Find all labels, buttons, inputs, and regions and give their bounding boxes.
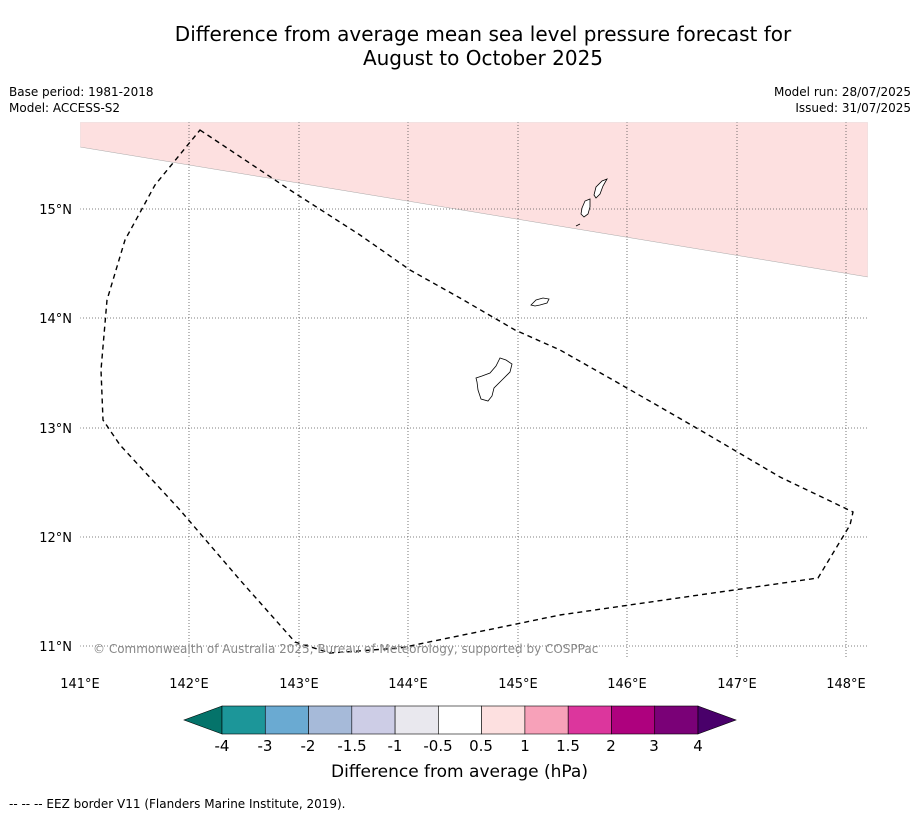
lat-label-13: 13°N	[39, 422, 72, 437]
cb-tick-7: 1	[520, 737, 530, 755]
map-frame	[79, 121, 869, 660]
lat-label-15: 15°N	[39, 203, 72, 218]
colorbar-segment	[264, 705, 309, 735]
meta-left: Base period: 1981-2018 Model: ACCESS-S2	[9, 84, 154, 116]
colorbar-segment	[394, 705, 439, 735]
lon-label-148: 148°E	[826, 677, 866, 692]
cb-tick-0: -4	[215, 737, 230, 755]
lon-label-143: 143°E	[279, 677, 319, 692]
island-guam	[475, 357, 513, 402]
meta-right: Model run: 28/07/2025 Issued: 31/07/2025	[774, 84, 911, 116]
colorbar-segment	[221, 705, 266, 735]
colorbar-extend-high	[697, 705, 737, 735]
colorbar-segment	[654, 705, 699, 735]
gridlines	[80, 122, 868, 659]
lon-label-147: 147°E	[717, 677, 757, 692]
cb-tick-1: -3	[258, 737, 273, 755]
title-line-1: Difference from average mean sea level p…	[174, 22, 792, 46]
island-aguijan	[575, 223, 581, 227]
footnote: -- -- -- EEZ border V11 (Flanders Marine…	[9, 797, 346, 811]
copyright-notice: © Commonwealth of Australia 2025, Bureau…	[93, 642, 598, 656]
cb-tick-4: -1	[388, 737, 403, 755]
longitude-labels: 141°E 142°E 143°E 144°E 145°E 146°E 147°…	[60, 677, 866, 692]
lat-label-11: 11°N	[39, 640, 72, 655]
cb-tick-11: 4	[693, 737, 703, 755]
map-title: Difference from average mean sea level p…	[0, 22, 919, 70]
colorbar-segment	[567, 705, 612, 735]
model-name: Model: ACCESS-S2	[9, 101, 121, 115]
model-run: Model run: 28/07/2025	[773, 85, 911, 99]
lon-label-142: 142°E	[169, 677, 209, 692]
colorbar-segment	[438, 705, 482, 735]
lon-label-146: 146°E	[607, 677, 647, 692]
colorbar	[183, 705, 737, 735]
cb-tick-3: -1.5	[337, 737, 366, 755]
lon-label-144: 144°E	[388, 677, 428, 692]
lon-label-145: 145°E	[498, 677, 538, 692]
island-rota	[530, 297, 550, 307]
island-saipan	[593, 178, 608, 199]
colorbar-label: Difference from average (hPa)	[331, 762, 588, 782]
colorbar-segment	[524, 705, 569, 735]
lon-label-141: 141°E	[60, 677, 100, 692]
colorbar-extend-low	[183, 705, 223, 735]
lat-label-14: 14°N	[39, 312, 72, 327]
cb-tick-6: 0.5	[469, 737, 493, 755]
map-area	[80, 122, 868, 659]
cb-tick-9: 2	[606, 737, 616, 755]
cb-tick-5: -0.5	[423, 737, 452, 755]
cb-tick-8: 1.5	[556, 737, 580, 755]
colorbar-segment	[611, 705, 656, 735]
island-tinian	[580, 198, 591, 218]
islands	[475, 178, 608, 402]
pressure-anomaly-region	[80, 122, 868, 278]
lat-label-12: 12°N	[39, 531, 72, 546]
colorbar-segment	[308, 705, 353, 735]
base-period: Base period: 1981-2018	[9, 85, 154, 99]
issued-date: Issued: 31/07/2025	[795, 101, 911, 115]
eez-border	[100, 129, 854, 654]
latitude-labels: 15°N 14°N 13°N 12°N 11°N	[39, 203, 72, 655]
title-line-2: August to October 2025	[362, 46, 604, 70]
colorbar-tick-labels: -4 -3 -2 -1.5 -1 -0.5 0.5 1 1.5 2 3 4	[215, 737, 703, 755]
cb-tick-2: -2	[301, 737, 316, 755]
colorbar-segment	[481, 705, 526, 735]
cb-tick-10: 3	[649, 737, 659, 755]
colorbar-segment	[351, 705, 396, 735]
